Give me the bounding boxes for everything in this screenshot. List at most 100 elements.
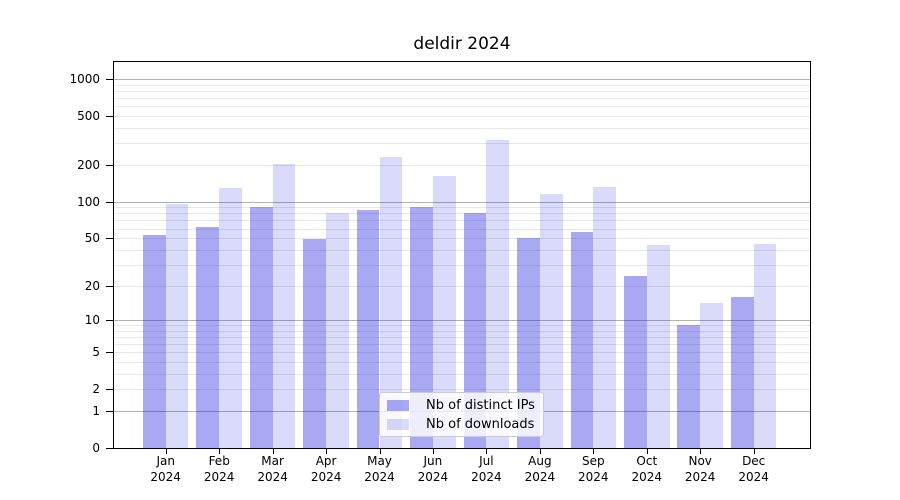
x-tick-mark [486,449,488,454]
y-tick-mark [106,238,113,240]
legend-label-downloads: Nb of downloads [426,417,535,432]
bar-distinct-ips-jan [142,235,166,448]
y-tick-mark [106,411,113,412]
x-tick-label: Aug 2024 [524,454,556,484]
gridline-minor [114,344,810,346]
gridline-minor [114,143,810,145]
x-tick-mark [753,449,755,454]
gridline-minor [114,352,810,354]
y-tick-label: 2 [92,382,100,397]
x-tick-label: Sep 2024 [578,454,609,484]
y-tick-mark [106,164,113,166]
bar-distinct-ips-may [356,210,380,448]
bar-downloads-apr [326,212,349,448]
y-tick-label: 1000 [69,72,100,87]
gridline-minor [114,164,810,166]
x-tick-mark [219,449,221,454]
gridline-major [114,320,810,321]
gridline-minor [114,98,810,100]
gridline-minor [114,337,810,338]
y-tick-mark [106,352,113,354]
x-tick-label: Feb 2024 [203,454,235,484]
x-tick-label: Oct 2024 [631,454,663,484]
bar-downloads-dec [753,243,777,448]
bar-downloads-nov [700,303,723,448]
gridline-minor [114,374,810,375]
y-tick-label: 50 [84,231,100,246]
x-tick-mark [593,449,595,454]
bar-downloads-may [379,157,403,448]
bar-distinct-ips-apr [303,239,327,448]
legend-label-distinct-ips: Nb of distinct IPs [426,398,535,413]
bar-downloads-jul [486,140,510,448]
x-tick-label: Nov 2024 [684,454,716,484]
x-tick-label: Jun 2024 [417,454,449,484]
x-tick-label: Mar 2024 [257,454,288,484]
gridline-minor [114,116,810,118]
y-tick-label: 20 [84,278,100,293]
gridline-minor [114,213,810,215]
gridline-minor [114,220,810,222]
gridline-minor [114,207,810,209]
gridline-minor [114,362,810,364]
bar-distinct-ips-dec [730,296,754,448]
legend-swatch-downloads [387,419,409,430]
y-tick-label: 500 [77,109,100,124]
bar-downloads-jun [432,175,456,448]
bar-downloads-sep [593,186,617,448]
plot-area [113,61,811,449]
gridline-major [114,79,810,81]
gridline-minor [114,91,810,93]
bar-distinct-ips-mar [249,206,273,448]
legend: Nb of distinct IPs Nb of downloads [379,392,544,437]
gridline-minor [114,249,810,251]
y-tick-mark [106,116,113,118]
x-tick-mark [646,449,648,454]
y-tick-label: 1 [92,404,100,418]
x-tick-label: Jul 2024 [471,454,502,484]
x-tick-mark [379,449,381,454]
gridline-minor [114,389,810,391]
legend-swatch-distinct-ips [387,400,409,411]
bar-downloads-feb [219,187,242,448]
gridline-minor [114,264,810,266]
gridline-minor [114,84,810,86]
y-tick-mark [106,201,113,203]
bar-distinct-ips-jul [463,212,487,448]
x-tick-mark [326,449,328,454]
bar-distinct-ips-feb [196,226,220,448]
x-tick-mark [539,449,541,454]
gridline-minor [114,228,810,230]
gridline-minor [114,128,810,129]
x-tick-mark [165,449,167,454]
x-tick-mark [432,449,434,454]
y-tick-label: 5 [92,345,100,360]
y-tick-label: 200 [77,157,100,172]
gridline-minor [114,106,810,108]
gridline-minor [114,238,810,240]
bar-distinct-ips-oct [623,276,647,448]
gridline-major [114,201,810,203]
bar-distinct-ips-nov [677,325,701,448]
y-tick-label: 100 [77,194,100,209]
x-tick-label: Dec 2024 [738,454,769,484]
y-tick-mark [106,448,113,449]
x-tick-label: May 2024 [364,454,395,484]
bar-downloads-mar [272,163,296,448]
y-tick-mark [106,389,113,391]
x-tick-label: Jan 2024 [150,454,181,484]
x-tick-label: Apr 2024 [310,454,342,484]
x-tick-mark [700,449,702,454]
y-tick-mark [106,285,113,287]
bar-downloads-oct [646,244,670,448]
y-tick-label: 0 [92,441,100,455]
y-tick-label: 10 [84,313,100,327]
bar-distinct-ips-sep [570,232,594,448]
y-tick-mark [106,320,113,321]
gridline-minor [114,330,810,332]
chart-title: deldir 2024 [413,34,511,54]
gridline-minor [114,325,810,327]
x-tick-mark [272,449,274,454]
gridline-minor [114,285,810,287]
